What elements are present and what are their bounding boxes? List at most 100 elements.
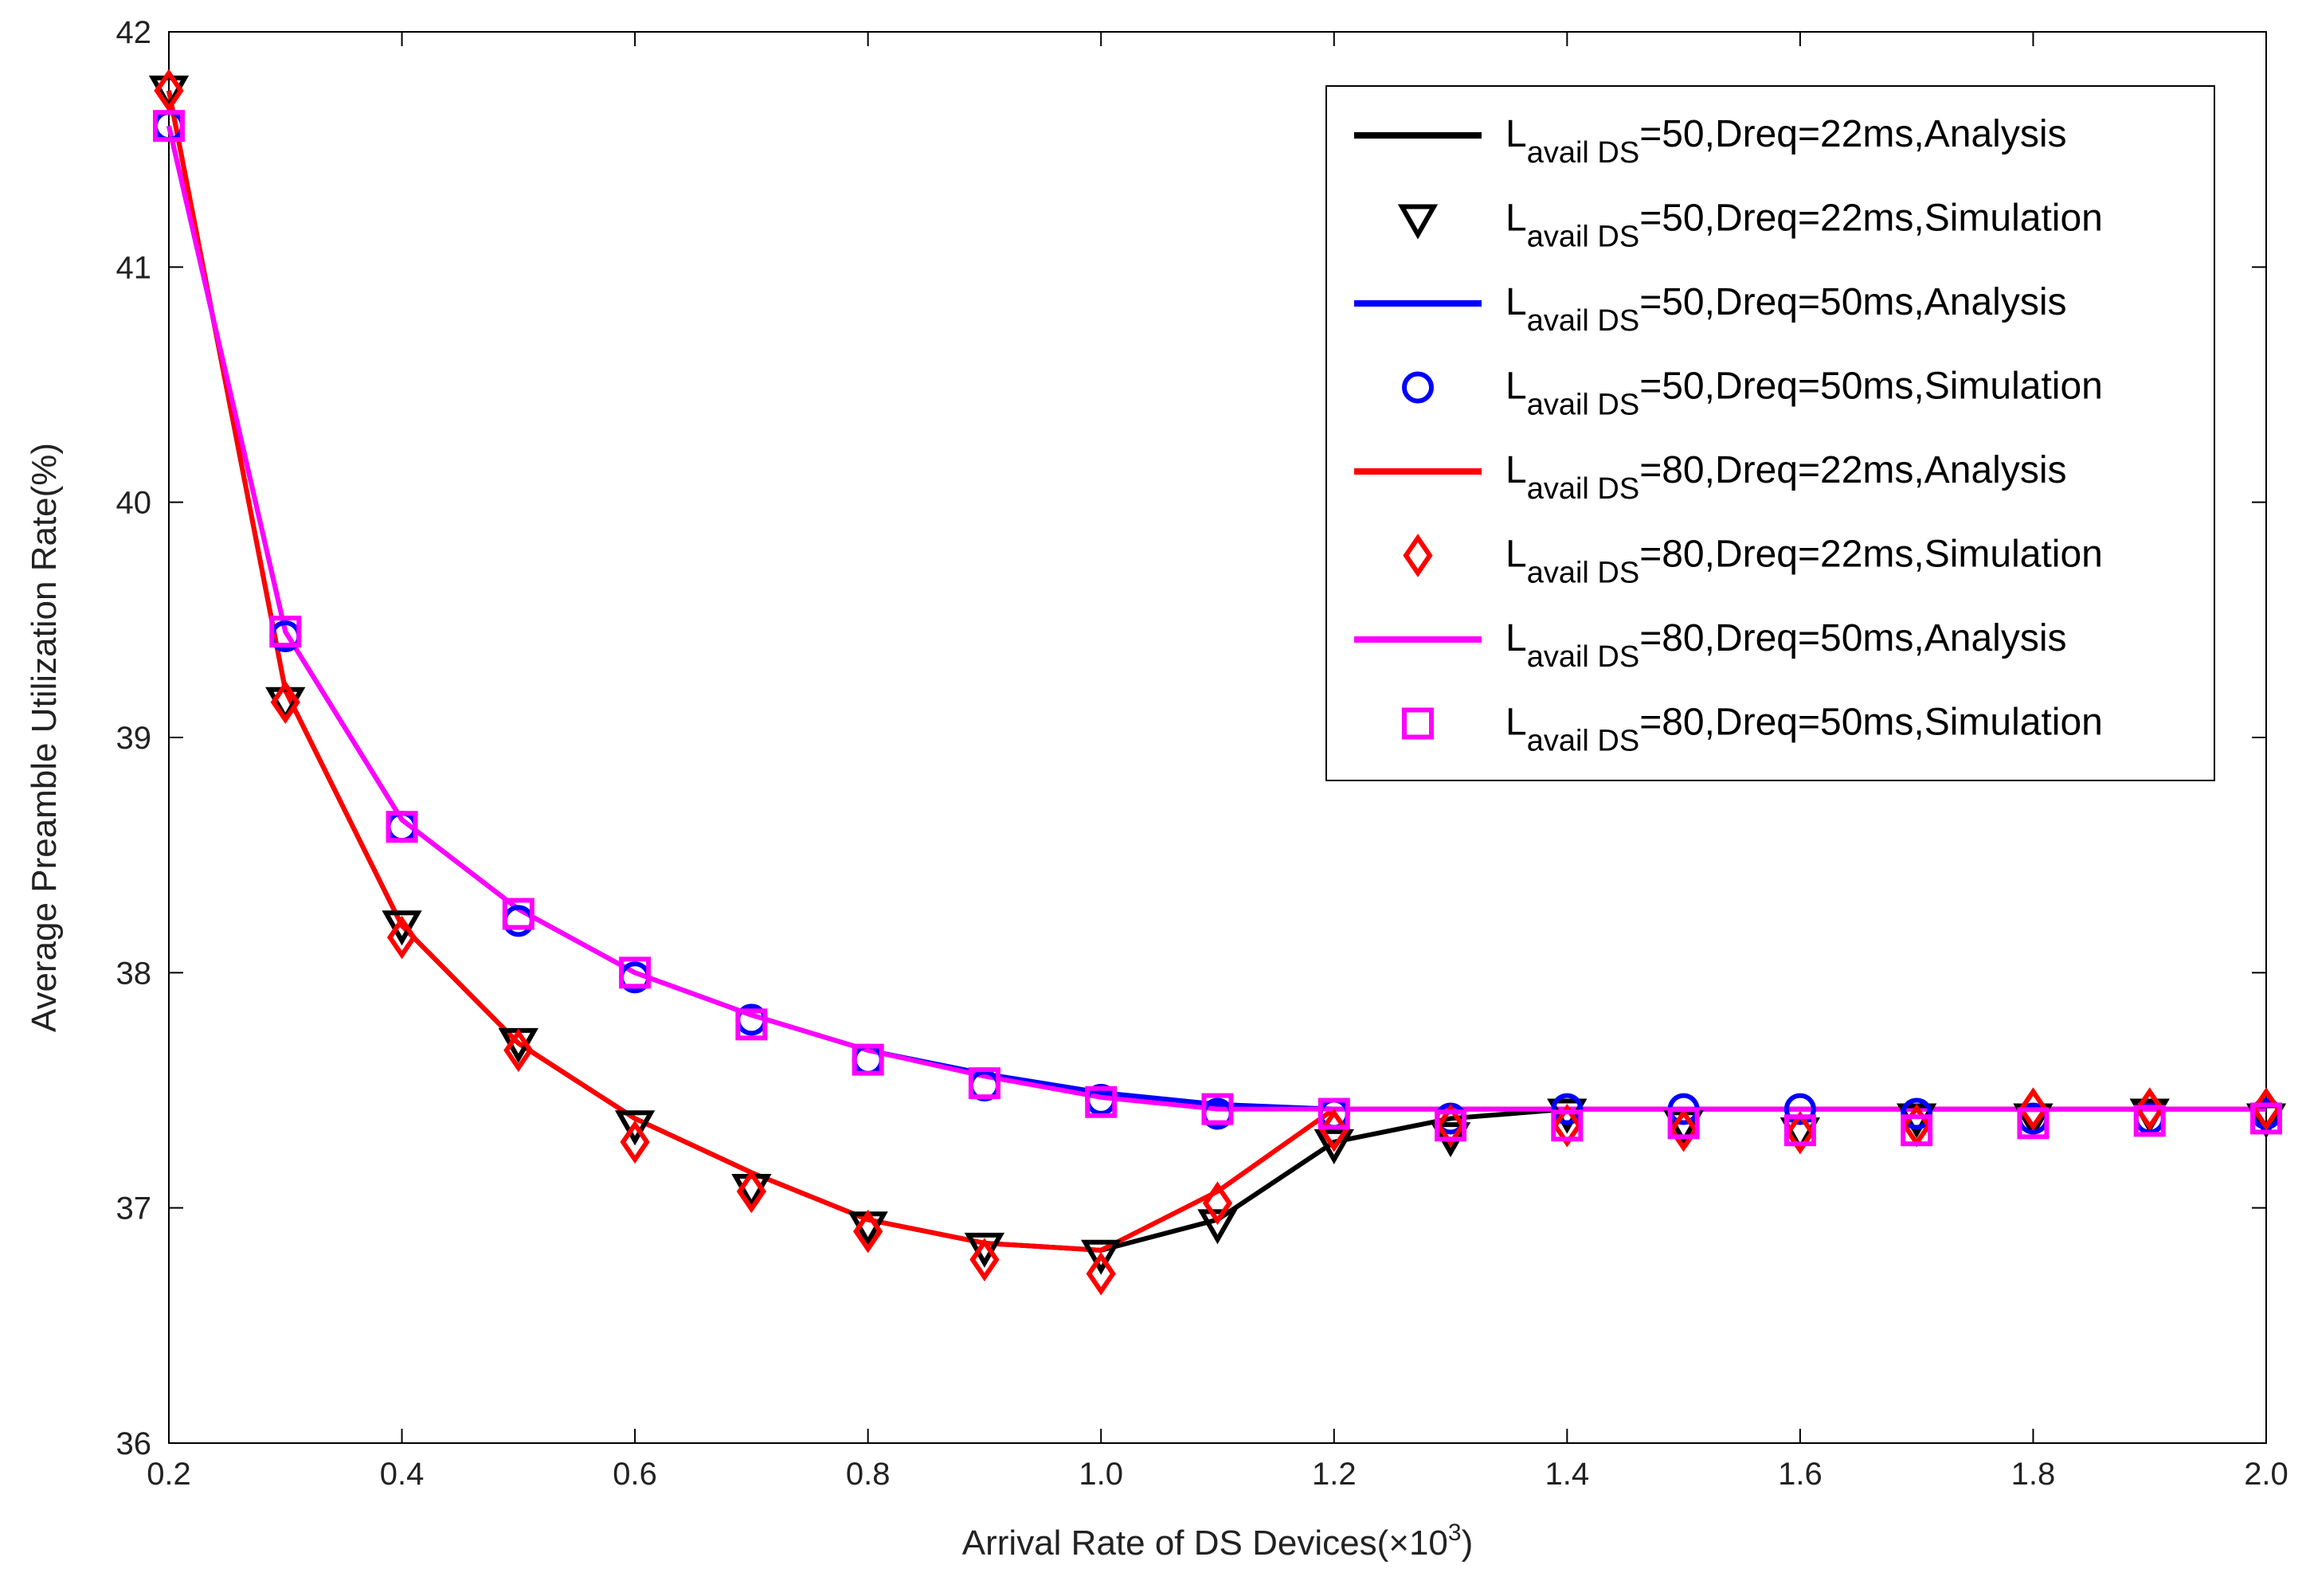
legend-label-rest: =50,Dreq=22ms,Simulation	[1639, 198, 2103, 240]
legend-marker-swatch	[1402, 371, 1434, 404]
x-tick-label: 0.2	[147, 1457, 191, 1492]
x-axis-title: Arrival Rate of DS Devices(×103)	[962, 1520, 1473, 1563]
x-axis-title-main: Arrival Rate of DS Devices(×10	[962, 1524, 1448, 1563]
y-tick-label: 40	[116, 486, 152, 521]
data-point	[853, 1209, 883, 1254]
data-point	[1202, 1181, 1233, 1226]
data-point	[1901, 1114, 1933, 1147]
data-point	[1201, 1093, 1234, 1125]
legend-item: Lavail DS=80,Dreq=50ms,Simulation	[1402, 702, 2103, 758]
legend-marker-swatch	[1403, 534, 1433, 577]
data-point	[620, 1120, 650, 1164]
data-point	[1668, 1108, 1699, 1152]
x-tick-label: 0.4	[380, 1457, 425, 1492]
data-point	[265, 687, 306, 722]
y-axis-title: Average Preamble Utilization Rate(%)	[25, 443, 64, 1032]
data-point	[1552, 1103, 1582, 1148]
y-tick-label: 41	[116, 250, 152, 285]
data-point	[1317, 1097, 1350, 1130]
axes-ticks: 0.2 0.4 0.6 0.8 1.0 1.2 1.4 1.6 1.8 2.0 36 37 38 39 40…	[116, 15, 2288, 1492]
data-point	[148, 75, 190, 111]
legend-label-rest: =80,Dreq=50ms,Analysis	[1639, 617, 2066, 659]
legend-marker-swatch	[1397, 204, 1439, 240]
y-tick-label: 42	[116, 15, 152, 50]
data-point	[1086, 1252, 1116, 1296]
data-point	[503, 1028, 534, 1073]
legend-label-main: L	[1505, 198, 1527, 240]
data-point	[2250, 1102, 2282, 1135]
data-point	[2133, 1105, 2166, 1137]
legend-label-rest: =80,Dreq=50ms,Simulation	[1639, 702, 2103, 744]
legend-label-rest: =50,Dreq=22ms,Analysis	[1639, 113, 2066, 155]
legend-label-main: L	[1505, 113, 1527, 155]
legend-label: Lavail DS=80,Dreq=50ms,Analysis	[1505, 617, 2066, 674]
legend-label-main: L	[1505, 449, 1527, 491]
x-tick-label: 0.6	[613, 1457, 657, 1492]
data-point	[1435, 1109, 1467, 1142]
x-axis-title-close: )	[1462, 1524, 1474, 1563]
legend-label-main: L	[1505, 702, 1527, 744]
legend-item: Lavail DS=80,Dreq=22ms,Simulation	[1403, 534, 2103, 590]
legend-item: Lavail DS=80,Dreq=22ms,Analysis	[1354, 449, 2066, 506]
legend-label-main: L	[1505, 617, 1527, 659]
legend-label: Lavail DS=50,Dreq=50ms,Analysis	[1505, 281, 2066, 338]
data-point	[1085, 1086, 1118, 1118]
data-point	[736, 1169, 767, 1214]
data-point	[2135, 1087, 2165, 1131]
data-point	[735, 1008, 768, 1041]
series-markers-8	[153, 110, 2282, 1147]
x-axis-title-superscript: 3	[1448, 1520, 1462, 1546]
data-point	[386, 811, 418, 843]
x-tick-label: 1.6	[1778, 1457, 1823, 1492]
data-point	[1547, 1098, 1588, 1134]
legend-label-subscript: avail DS	[1527, 557, 1640, 590]
legend-label-main: L	[1505, 534, 1527, 576]
y-tick-label: 36	[116, 1426, 152, 1461]
data-point	[1081, 1239, 1122, 1275]
legend-item: Lavail DS=80,Dreq=50ms,Analysis	[1354, 617, 2066, 674]
y-tick-label: 37	[116, 1191, 152, 1226]
legend-label: Lavail DS=80,Dreq=50ms,Simulation	[1505, 702, 2103, 758]
data-point	[1783, 1114, 1816, 1147]
legend-label-subscript: avail DS	[1527, 304, 1640, 338]
legend-label: Lavail DS=50,Dreq=22ms,Simulation	[1505, 198, 2103, 254]
data-point	[1779, 1117, 1821, 1153]
data-point	[969, 1238, 1000, 1281]
legend-label-rest: =80,Dreq=22ms,Analysis	[1639, 449, 2066, 491]
legend-label-rest: =50,Dreq=50ms,Analysis	[1639, 281, 2066, 323]
data-point	[1901, 1097, 1933, 1130]
legend-label-subscript: avail DS	[1527, 725, 1640, 758]
data-point	[968, 1067, 1000, 1100]
data-point	[852, 1043, 884, 1076]
legend-label-rest: =80,Dreq=22ms,Simulation	[1639, 534, 2103, 576]
legend-label-subscript: avail DS	[1527, 136, 1640, 170]
legend-box	[1325, 85, 2215, 781]
legend-item: Lavail DS=50,Dreq=22ms,Analysis	[1354, 113, 2066, 170]
x-tick-label: 1.0	[1079, 1457, 1123, 1492]
data-point	[2018, 1087, 2049, 1131]
data-point	[1435, 1103, 1466, 1148]
legend-label: Lavail DS=50,Dreq=50ms,Simulation	[1505, 366, 2103, 422]
data-point	[1551, 1109, 1584, 1142]
data-point	[154, 68, 184, 113]
legend-label: Lavail DS=50,Dreq=22ms,Analysis	[1505, 113, 2066, 170]
data-point	[964, 1232, 1005, 1268]
data-point	[1319, 1108, 1349, 1152]
legend-label: Lavail DS=80,Dreq=22ms,Analysis	[1505, 449, 2066, 506]
data-point	[382, 910, 422, 946]
data-point	[614, 1110, 656, 1146]
data-point	[502, 898, 534, 930]
legend-label: Lavail DS=80,Dreq=22ms,Simulation	[1505, 534, 2103, 590]
legend-label-subscript: avail DS	[1527, 221, 1640, 254]
data-point	[619, 956, 652, 989]
legend-label-subscript: avail DS	[1527, 389, 1640, 422]
x-tick-label: 1.4	[1545, 1457, 1590, 1492]
y-tick-label: 38	[116, 956, 152, 991]
x-tick-label: 1.2	[1312, 1457, 1357, 1492]
data-point	[1667, 1107, 1700, 1140]
x-tick-label: 2.0	[2244, 1457, 2288, 1492]
data-point	[2017, 1107, 2050, 1140]
legend-item: Lavail DS=50,Dreq=50ms,Analysis	[1354, 281, 2066, 338]
